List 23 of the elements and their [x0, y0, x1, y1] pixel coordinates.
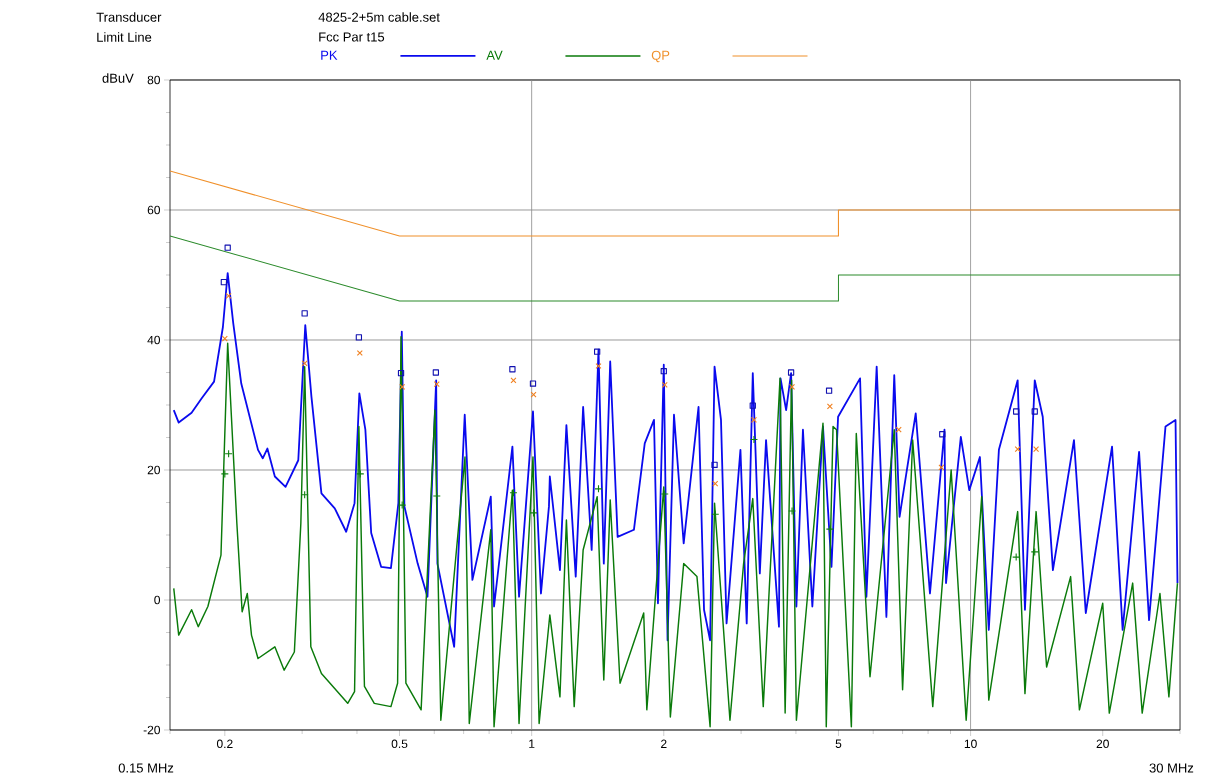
y-tick-label: 0 [154, 595, 161, 605]
text: Transducer [96, 12, 162, 22]
y-axis-title: dBuV [102, 73, 134, 83]
x-tick-label: 20 [1096, 739, 1109, 749]
text: PK [321, 50, 338, 60]
y-tick-label: 20 [147, 465, 161, 475]
text: 30 MHz [1149, 763, 1194, 773]
y-tick-label: 80 [147, 75, 161, 85]
y-tick-label: 60 [147, 205, 161, 215]
text: AV [486, 50, 503, 60]
text: Fcc Par t15 [319, 32, 385, 42]
x-tick-label: 1 [529, 739, 535, 748]
x-tick-label: 0.5 [391, 739, 408, 749]
x-tick-label: 2 [661, 739, 667, 748]
x-tick-label: 0.2 [216, 739, 233, 749]
y-tick-label: -20 [143, 725, 161, 735]
x-tick-label: 10 [964, 739, 977, 749]
text: Limit Line [97, 32, 152, 42]
y-tick-label: 40 [147, 335, 161, 345]
x-tick-label: 5 [835, 739, 842, 748]
text: QP [651, 50, 670, 63]
text: 0.15 MHz [118, 763, 174, 773]
text: 4825-2+5m cable.set [318, 12, 440, 22]
